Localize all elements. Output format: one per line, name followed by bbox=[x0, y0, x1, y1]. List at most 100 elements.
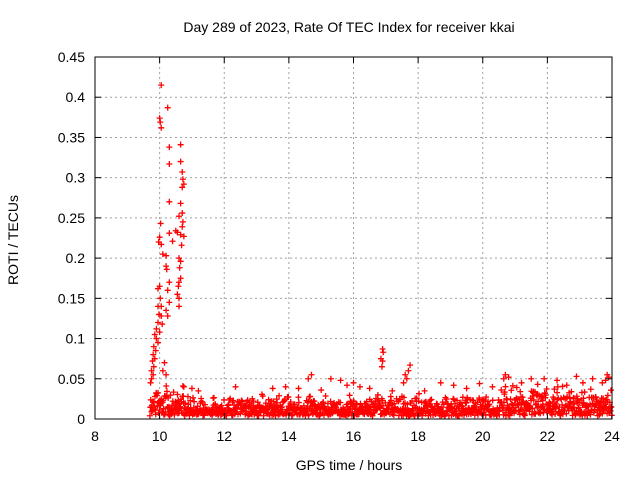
data-point bbox=[337, 377, 344, 384]
data-point bbox=[176, 255, 183, 262]
data-point bbox=[160, 405, 167, 412]
y-tick-label: 0.1 bbox=[66, 331, 86, 347]
data-point bbox=[167, 392, 174, 399]
data-point bbox=[489, 397, 496, 404]
data-point bbox=[150, 351, 157, 358]
data-point bbox=[163, 382, 170, 389]
data-point bbox=[148, 408, 155, 415]
data-point bbox=[255, 412, 262, 419]
data-point bbox=[402, 371, 409, 378]
data-point bbox=[180, 383, 187, 390]
data-point bbox=[276, 392, 283, 399]
data-point bbox=[157, 119, 164, 126]
data-points bbox=[146, 82, 615, 419]
data-point bbox=[380, 349, 387, 356]
data-point bbox=[187, 397, 194, 404]
data-point bbox=[191, 398, 198, 405]
data-point bbox=[454, 397, 461, 404]
data-point bbox=[220, 396, 227, 403]
data-point bbox=[179, 169, 186, 176]
data-point bbox=[379, 402, 386, 409]
x-tick-label: 12 bbox=[216, 428, 232, 444]
data-point bbox=[176, 303, 183, 310]
data-point bbox=[470, 397, 477, 404]
data-point bbox=[174, 391, 181, 398]
data-point bbox=[320, 404, 327, 411]
data-point bbox=[210, 394, 217, 401]
y-tick-label: 0.45 bbox=[58, 49, 85, 65]
data-point bbox=[322, 393, 329, 400]
data-point bbox=[177, 231, 184, 238]
data-point bbox=[185, 401, 192, 408]
data-point bbox=[195, 387, 202, 394]
x-tick-label: 16 bbox=[346, 428, 362, 444]
data-point bbox=[257, 409, 264, 416]
data-point bbox=[575, 404, 582, 411]
data-point bbox=[574, 395, 581, 402]
data-point bbox=[389, 387, 396, 394]
data-point bbox=[542, 392, 549, 399]
data-point bbox=[225, 401, 232, 408]
data-point bbox=[166, 299, 173, 306]
data-point bbox=[563, 382, 570, 389]
data-point bbox=[534, 381, 541, 388]
data-point bbox=[476, 380, 483, 387]
data-point bbox=[155, 389, 162, 396]
data-point bbox=[464, 396, 471, 403]
data-point bbox=[157, 295, 164, 302]
data-point bbox=[500, 399, 507, 406]
data-point bbox=[155, 285, 162, 292]
data-point bbox=[146, 412, 153, 419]
data-point bbox=[530, 396, 537, 403]
data-point bbox=[427, 397, 434, 404]
data-point bbox=[521, 412, 528, 419]
data-point bbox=[346, 392, 353, 399]
data-point bbox=[541, 375, 548, 382]
data-point bbox=[505, 374, 512, 381]
y-tick-label: 0.3 bbox=[66, 170, 86, 186]
data-point bbox=[271, 409, 278, 416]
data-point bbox=[250, 398, 257, 405]
data-point bbox=[569, 404, 576, 411]
data-point bbox=[602, 377, 609, 384]
data-point bbox=[400, 394, 407, 401]
data-point bbox=[295, 394, 302, 401]
y-tick-label: 0.15 bbox=[58, 290, 85, 306]
data-point bbox=[520, 398, 527, 405]
data-point bbox=[161, 359, 168, 366]
data-point bbox=[379, 358, 386, 365]
y-tick-label: 0.4 bbox=[66, 89, 86, 105]
data-point bbox=[353, 401, 360, 408]
data-point bbox=[159, 367, 166, 374]
data-point bbox=[174, 406, 181, 413]
data-point bbox=[169, 238, 176, 245]
data-point bbox=[262, 400, 269, 407]
data-point bbox=[518, 379, 525, 386]
data-point bbox=[407, 362, 414, 369]
data-point bbox=[163, 307, 170, 314]
x-tick-label: 14 bbox=[281, 428, 297, 444]
data-point bbox=[158, 241, 165, 248]
data-point bbox=[179, 210, 186, 217]
data-point bbox=[171, 411, 178, 418]
data-point bbox=[500, 405, 507, 412]
data-point bbox=[180, 233, 187, 240]
data-point bbox=[194, 403, 201, 410]
data-point bbox=[305, 375, 312, 382]
data-point bbox=[150, 343, 157, 350]
data-point bbox=[517, 388, 524, 395]
data-point bbox=[378, 363, 385, 370]
data-point bbox=[176, 213, 183, 220]
data-point bbox=[604, 392, 611, 399]
data-point bbox=[450, 396, 457, 403]
data-point bbox=[158, 124, 165, 131]
data-point bbox=[150, 398, 157, 405]
data-point bbox=[179, 184, 186, 191]
data-point bbox=[149, 358, 156, 365]
data-point bbox=[153, 325, 160, 332]
data-point bbox=[177, 275, 184, 282]
data-point bbox=[230, 397, 237, 404]
data-point bbox=[594, 396, 601, 403]
data-point bbox=[163, 266, 170, 273]
